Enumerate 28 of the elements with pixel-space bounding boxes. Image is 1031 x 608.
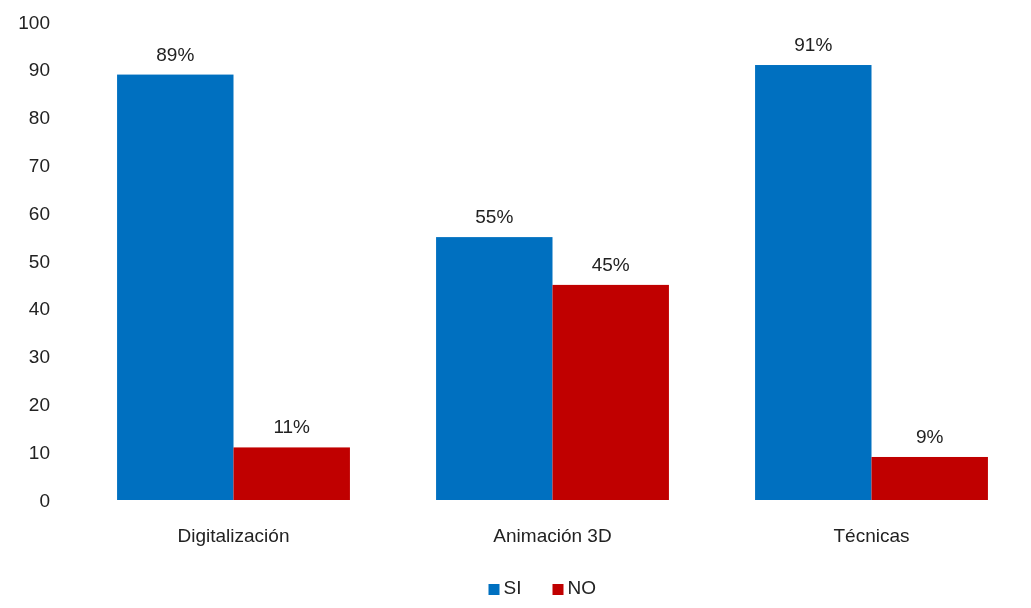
legend-label: NO — [567, 577, 596, 598]
data-label: 45% — [591, 253, 630, 275]
data-label: 91% — [794, 34, 833, 56]
x-tick-label: Animación 3D — [493, 525, 612, 546]
y-tick-label: 20 — [28, 394, 50, 416]
y-tick-label: 80 — [28, 107, 50, 129]
bar — [436, 237, 553, 500]
data-label: 11% — [273, 416, 311, 438]
y-tick-label: 0 — [39, 489, 50, 511]
x-tick-label: Técnicas — [833, 525, 910, 546]
bar — [552, 284, 669, 500]
y-tick-label: 100 — [18, 11, 50, 33]
data-label: 89% — [156, 43, 195, 65]
bar — [117, 74, 234, 500]
y-tick-label: 50 — [28, 250, 50, 272]
x-tick-label: Digitalización — [177, 525, 290, 546]
bar — [871, 456, 988, 500]
legend-label: SI — [503, 577, 522, 598]
y-tick-label: 10 — [28, 441, 50, 463]
data-label: 9% — [915, 425, 944, 447]
y-tick-label: 40 — [28, 298, 50, 320]
y-tick-label: 70 — [28, 155, 50, 177]
y-tick-label: 90 — [28, 59, 50, 81]
data-label: 55% — [475, 206, 514, 228]
y-tick-label: 60 — [28, 202, 50, 224]
bar — [755, 65, 872, 500]
y-tick-label: 30 — [28, 346, 50, 368]
bar — [233, 447, 350, 500]
